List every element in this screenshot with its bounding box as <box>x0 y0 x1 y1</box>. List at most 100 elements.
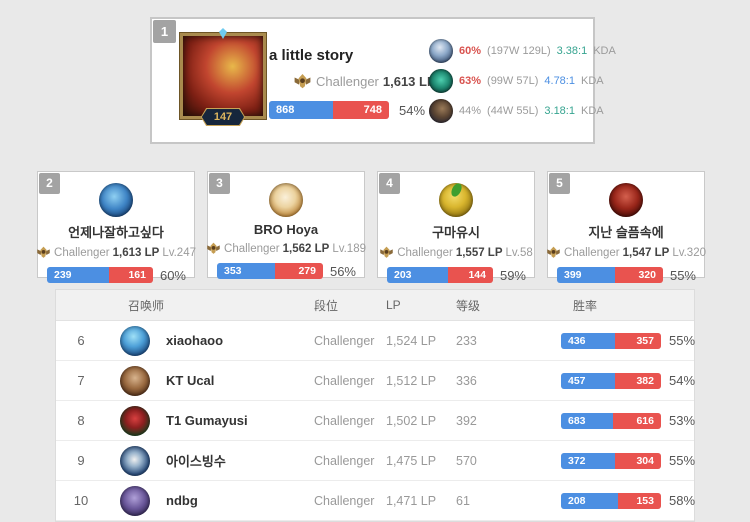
winloss-bar-row: 868 748 54% <box>269 101 425 119</box>
row-rank: 7 <box>77 373 85 388</box>
level-value: 336 <box>456 373 477 388</box>
lp-value: 1,471 LP <box>386 493 437 508</box>
wins-segment: 239 <box>47 267 109 283</box>
winloss-bar-row: 683 616 53% <box>518 412 695 429</box>
player-name[interactable]: KT Ucal <box>166 373 215 388</box>
winloss-bar: 683 616 <box>561 412 661 429</box>
tier-label: Challenger <box>314 373 375 388</box>
winloss-bar: 436 357 <box>561 332 661 349</box>
tier-label: Challenger <box>54 246 110 259</box>
champion-stat-row: 60% (197W 129L) 3.38:1 KDA <box>429 39 616 63</box>
tier-label: Challenger <box>314 453 375 468</box>
winloss-bar-row: 372 304 55% <box>518 452 696 469</box>
losses-segment: 144 <box>447 267 493 283</box>
champion-icon <box>429 69 453 93</box>
rank-badge: 5 <box>549 173 570 194</box>
tier-label: Challenger <box>316 74 379 89</box>
wins-segment: 353 <box>217 263 276 279</box>
player-name[interactable]: 지난 슬픔속에 <box>588 225 664 240</box>
table-row[interactable]: 10 ndbg Challenger 1,471 LP 61 208 153 5… <box>56 481 696 521</box>
table-row[interactable]: 9 아이스빙수 Challenger 1,475 LP 570 372 304 … <box>56 441 696 481</box>
player-avatar <box>609 183 643 217</box>
lp-value: 1,547 LP <box>622 246 670 259</box>
winrate-text: 56% <box>329 263 356 279</box>
player-card-rank-2[interactable]: 2 언제나잘하고싶다 Challenger 1,613 LP Lv.247 23… <box>37 171 196 283</box>
losses-segment: 616 <box>613 412 661 429</box>
winrate-text: 55% <box>669 453 696 468</box>
winrate-text: 55% <box>669 333 696 348</box>
row-rank: 10 <box>73 493 89 508</box>
tier-line: Challenger 1,562 LP Lv.189 <box>207 241 366 256</box>
champion-icon <box>429 99 453 123</box>
top-player-card[interactable]: 1 147 a little story Challenger 1,613 LP… <box>150 17 616 144</box>
player-avatar <box>269 183 303 217</box>
kda-label: KDA <box>593 45 616 57</box>
champion-record: (197W 129L) <box>487 45 551 57</box>
table-header-lp: LP <box>386 298 401 312</box>
player-name[interactable]: 언제나잘하고싶다 <box>68 225 164 240</box>
tier-label: Challenger <box>224 242 280 255</box>
champion-stats-list: 60% (197W 129L) 3.38:1 KDA 63% (99W 57L)… <box>429 39 616 123</box>
top-five-cards-row: 2 언제나잘하고싶다 Challenger 1,613 LP Lv.247 23… <box>37 171 706 283</box>
player-name[interactable]: 구마유시 <box>432 225 480 240</box>
lp-value: 1,557 LP <box>455 246 503 259</box>
player-card-rank-3[interactable]: 3 BRO Hoya Challenger 1,562 LP Lv.189 35… <box>207 171 366 279</box>
losses-segment: 304 <box>615 452 661 469</box>
level-value: 61 <box>456 493 470 508</box>
table-row[interactable]: 8 T1 Gumayusi Challenger 1,502 LP 392 68… <box>56 401 695 441</box>
player-name[interactable]: T1 Gumayusi <box>166 413 248 428</box>
level-value: 570 <box>456 453 477 468</box>
winrate-text: 54% <box>669 373 696 388</box>
champion-winrate: 63% <box>459 75 482 87</box>
player-card-rank-4[interactable]: 4 구마유시 Challenger 1,557 LP Lv.58 203 144… <box>377 171 535 283</box>
winrate-text: 59% <box>499 267 526 283</box>
level-value: Lv.58 <box>505 246 533 259</box>
player-card-rank-5[interactable]: 5 지난 슬픔속에 Challenger 1,547 LP Lv.320 399… <box>547 171 706 283</box>
champion-stat-row: 63% (99W 57L) 4.78:1 KDA <box>429 69 616 93</box>
champion-record: (99W 57L) <box>487 75 539 87</box>
wins-segment: 436 <box>561 332 616 349</box>
player-name[interactable]: a little story <box>269 47 354 64</box>
level-value: 392 <box>456 413 477 428</box>
champion-winrate: 60% <box>459 45 482 57</box>
player-name[interactable]: BRO Hoya <box>253 222 319 237</box>
lp-value: 1,502 LP <box>386 413 437 428</box>
wins-segment: 457 <box>561 372 615 389</box>
level-value: Lv.247 <box>162 246 196 259</box>
table-row[interactable]: 7 KT Ucal Challenger 1,512 LP 336 457 38… <box>56 361 696 401</box>
tier-line: Challenger 1,557 LP Lv.58 <box>378 245 534 260</box>
champion-icon <box>429 39 453 63</box>
winrate-text: 58% <box>669 493 696 508</box>
wins-segment: 208 <box>561 492 618 509</box>
player-avatar <box>99 183 133 217</box>
lp-value: 1,524 LP <box>386 333 437 348</box>
winrate-text: 54% <box>399 102 426 118</box>
table-row[interactable]: 6 xiaohaoo Challenger 1,524 LP 233 436 3… <box>56 321 696 361</box>
tier-label: Challenger <box>314 333 375 348</box>
challenger-crest-icon <box>294 73 311 89</box>
rank-badge: 3 <box>209 173 230 194</box>
level-value: Lv.189 <box>332 242 366 255</box>
challenger-crest-icon <box>380 246 393 258</box>
lp-value: 1,512 LP <box>386 373 437 388</box>
winloss-bar: 208 153 <box>561 492 661 509</box>
winloss-bar-row: 208 153 58% <box>518 492 696 509</box>
player-name[interactable]: ndbg <box>166 493 198 508</box>
player-name[interactable]: xiaohaoo <box>166 333 224 348</box>
avatar-level-badge: 147 <box>200 108 246 126</box>
kda-label: KDA <box>580 105 604 117</box>
winloss-bar-row: 457 382 54% <box>518 372 696 389</box>
champion-winrate: 44% <box>459 105 482 117</box>
level-value: 233 <box>456 333 477 348</box>
losses-segment: 748 <box>332 101 389 119</box>
tier-label: Challenger <box>397 246 453 259</box>
winrate-text: 55% <box>669 267 696 283</box>
player-name[interactable]: 아이스빙수 <box>166 454 226 469</box>
wins-segment: 372 <box>561 452 616 469</box>
winloss-bar-row: 353 279 56% <box>217 263 356 279</box>
lp-value: 1,562 LP <box>282 242 330 255</box>
wins-segment: 868 <box>269 101 333 119</box>
champion-kda-ratio: 3.18:1 <box>544 105 575 117</box>
wins-segment: 203 <box>387 267 448 283</box>
wins-segment: 399 <box>557 267 616 283</box>
